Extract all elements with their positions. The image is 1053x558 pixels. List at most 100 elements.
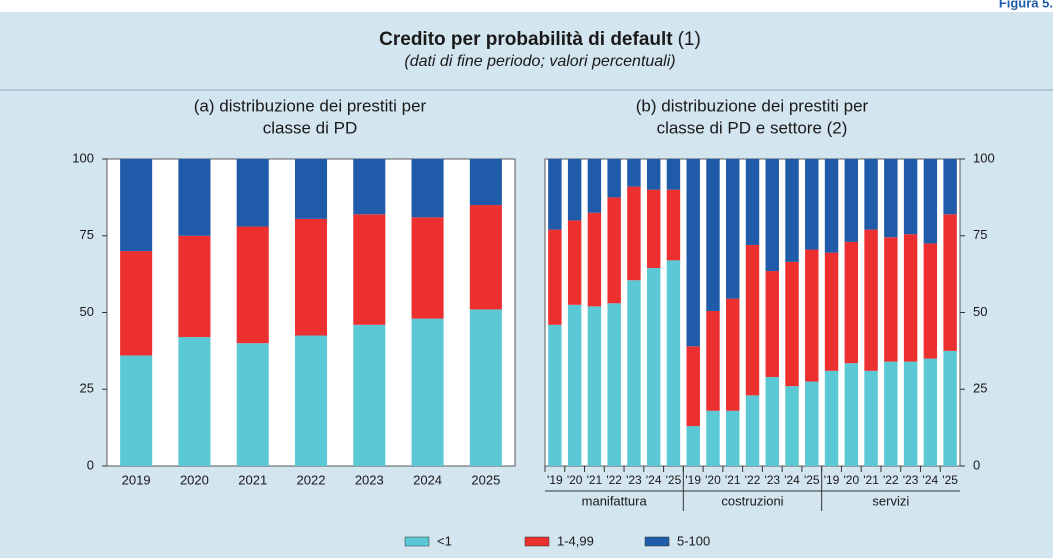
x-tick-label: '22	[606, 473, 622, 487]
bar-segment	[548, 324, 562, 466]
x-tick-label: '21	[587, 473, 603, 487]
x-tick-label: '19	[685, 473, 701, 487]
bar-segment	[745, 395, 760, 466]
bar-segment	[469, 309, 502, 466]
y-tick-label: 25	[80, 381, 94, 396]
bar-segment	[236, 159, 269, 227]
bar-segment	[765, 271, 779, 377]
bar-segment	[745, 244, 760, 396]
bar-segment	[646, 159, 661, 190]
x-tick-label: '21	[725, 473, 741, 487]
bar-segment	[686, 426, 700, 466]
x-tick-label: '19	[547, 473, 563, 487]
x-tick-label: 2025	[471, 472, 500, 487]
bar-segment	[666, 260, 681, 466]
bar-segment	[178, 159, 211, 236]
bar-segment	[353, 214, 386, 325]
bar-segment	[943, 214, 957, 351]
panel-title: classe di PD e settore (2)	[657, 118, 848, 137]
bar-segment	[587, 212, 602, 307]
bar-segment	[864, 159, 878, 230]
bar-segment	[666, 159, 681, 190]
x-tick-label: '23	[764, 473, 780, 487]
x-tick-label: '19	[824, 473, 840, 487]
bar-segment	[726, 159, 740, 299]
bar-segment	[765, 159, 779, 272]
legend-swatch	[404, 536, 430, 547]
bar-segment	[864, 229, 878, 371]
bar-segment	[548, 229, 562, 325]
x-tick-label: 2023	[355, 472, 384, 487]
bar-segment	[607, 303, 621, 466]
y-tick-label: 75	[80, 227, 94, 242]
subtitle: (dati di fine periodo; valori percentual…	[404, 53, 675, 70]
bar-segment	[411, 159, 444, 218]
x-tick-label: '21	[863, 473, 879, 487]
bar-segment	[666, 189, 681, 261]
x-tick-label: '24	[784, 473, 800, 487]
bar-segment	[844, 159, 859, 242]
bar-segment	[294, 335, 328, 466]
bar-segment	[646, 189, 661, 268]
bar-segment	[765, 376, 779, 466]
bar-segment	[646, 267, 661, 466]
x-tick-label: '20	[705, 473, 721, 487]
bar-segment	[844, 363, 859, 466]
bar-segment	[706, 159, 720, 311]
bar-segment	[686, 159, 700, 347]
bar-segment	[903, 159, 918, 235]
bar-segment	[548, 159, 562, 230]
y-tick-label: 50	[973, 304, 987, 319]
panel-title: (b) distribuzione dei prestiti per	[636, 96, 869, 115]
bar-segment	[824, 370, 839, 466]
x-tick-label: '20	[843, 473, 859, 487]
bar-segment	[805, 249, 819, 382]
bar-segment	[120, 251, 153, 356]
x-tick-label: '23	[626, 473, 642, 487]
bar-segment	[627, 186, 641, 281]
x-tick-label: 2020	[180, 472, 209, 487]
title-note: (1)	[678, 29, 701, 50]
bar-segment	[785, 159, 799, 262]
group-label: manifattura	[582, 493, 648, 508]
bar-segment	[844, 241, 859, 364]
bar-segment	[943, 159, 957, 215]
y-tick-label: 50	[80, 304, 94, 319]
bar-segment	[785, 261, 799, 387]
panel-title: (a) distribuzione dei prestiti per	[194, 96, 427, 115]
bar-segment	[726, 298, 740, 411]
x-tick-label: '23	[903, 473, 919, 487]
bar-segment	[178, 235, 211, 338]
bar-segment	[567, 159, 582, 221]
x-tick-label: 2021	[238, 472, 267, 487]
bar-segment	[706, 310, 720, 411]
bar-segment	[236, 226, 269, 344]
bar-segment	[627, 280, 641, 466]
bar-segment	[353, 324, 386, 466]
bar-segment	[884, 237, 898, 362]
bar-segment	[903, 234, 918, 362]
x-tick-label: '25	[666, 473, 682, 487]
x-tick-label: '24	[646, 473, 662, 487]
bar-segment	[884, 159, 898, 238]
bar-segment	[627, 159, 641, 187]
legend-label: 1-4,99	[557, 533, 594, 548]
bar-segment	[469, 205, 502, 310]
bar-segment	[294, 159, 328, 219]
bar-segment	[903, 361, 918, 466]
x-tick-label: 2019	[122, 472, 151, 487]
x-tick-label: '25	[942, 473, 958, 487]
x-tick-label: 2024	[413, 472, 442, 487]
bar-segment	[923, 358, 938, 466]
bar-segment	[706, 410, 720, 466]
group-label: costruzioni	[721, 493, 783, 508]
legend-swatch	[644, 536, 670, 547]
bar-segment	[353, 159, 386, 215]
bar-segment	[469, 159, 502, 206]
bar-segment	[745, 159, 760, 245]
y-tick-label: 0	[973, 457, 980, 472]
y-tick-label: 75	[973, 227, 987, 242]
y-tick-label: 25	[973, 381, 987, 396]
bar-segment	[864, 370, 878, 466]
bar-segment	[884, 361, 898, 466]
